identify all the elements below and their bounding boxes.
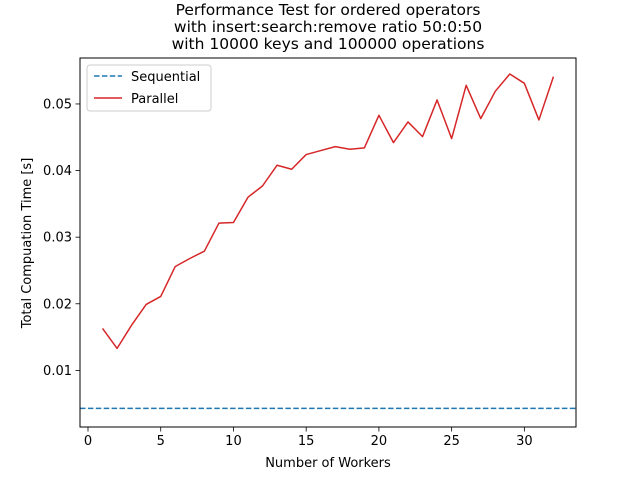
parallel-line bbox=[101, 73, 555, 350]
legend-parallel-label: Parallel bbox=[131, 92, 178, 107]
y-axis-ticks: 0.01 0.02 0.03 0.04 0.05 bbox=[43, 97, 80, 379]
x-tick-label: 20 bbox=[371, 434, 388, 449]
legend: Sequential Parallel bbox=[86, 64, 212, 112]
chart-title-line-2: with insert:search:remove ratio 50:0:50 bbox=[174, 18, 482, 36]
plot-frame bbox=[79, 57, 577, 428]
y-tick-label: 0.02 bbox=[43, 297, 72, 312]
x-tick-label: 0 bbox=[84, 434, 92, 449]
chart-title: Performance Test for ordered operators w… bbox=[172, 1, 485, 53]
y-axis-label: Total Compuation Time [s] bbox=[20, 158, 35, 330]
x-tick-label: 10 bbox=[225, 434, 242, 449]
x-tick-label: 5 bbox=[157, 434, 165, 449]
x-tick-label: 25 bbox=[443, 434, 460, 449]
y-tick-label: 0.04 bbox=[43, 164, 72, 179]
series-layer bbox=[80, 73, 576, 410]
chart-title-line-1: Performance Test for ordered operators bbox=[176, 1, 481, 19]
y-tick-label: 0.03 bbox=[43, 231, 72, 246]
chart-title-line-3: with 10000 keys and 100000 operations bbox=[172, 35, 485, 53]
x-tick-label: 15 bbox=[298, 434, 315, 449]
legend-sequential-label: Sequential bbox=[131, 70, 200, 85]
x-axis-label: Number of Workers bbox=[265, 456, 391, 471]
x-tick-label: 30 bbox=[516, 434, 533, 449]
y-tick-label: 0.01 bbox=[43, 364, 72, 379]
plot-area bbox=[79, 57, 577, 428]
x-axis-ticks: 0 5 10 15 20 25 30 bbox=[84, 427, 533, 449]
y-tick-label: 0.05 bbox=[43, 97, 72, 112]
